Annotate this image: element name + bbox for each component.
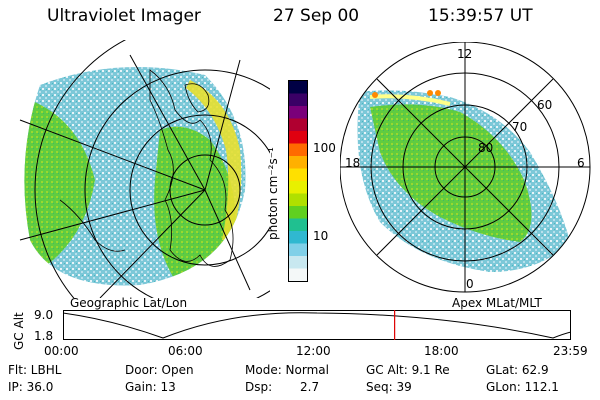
x-tick-2359: 23:59 — [553, 344, 588, 358]
x-tick-0600: 06:00 — [168, 344, 203, 358]
apex-caption: Apex MLat/MLT — [452, 296, 542, 310]
colorbar-segment — [289, 218, 307, 232]
mlt-label-12: 12 — [457, 47, 473, 61]
alt-tick-low: 1.8 — [34, 329, 54, 343]
gc-alt-axis-label: GC Alt — [12, 312, 26, 350]
mlt-label-18: 18 — [345, 156, 361, 170]
colorbar-segment — [289, 231, 307, 244]
x-tick-1200: 12:00 — [296, 344, 331, 358]
colorbar-segment — [289, 106, 307, 119]
colorbar-segment — [289, 268, 307, 282]
colorbar-segment — [289, 181, 307, 194]
time-label: 15:39:57 UT — [428, 6, 533, 26]
colorbar-segment — [289, 193, 307, 207]
mode-info: Mode: Normal — [245, 363, 329, 377]
colorbar-unit-label: photon cm⁻²s⁻¹ — [266, 147, 280, 240]
lat-label-70: 70 — [512, 120, 528, 134]
colorbar-tick-100: 100 — [313, 141, 336, 155]
colorbar-segment — [289, 143, 307, 157]
ip-info: IP: 36.0 — [8, 380, 54, 394]
colorbar-segment — [289, 81, 307, 94]
glat-info: GLat: 62.9 — [486, 363, 549, 377]
glon-info: GLon: 112.1 — [486, 380, 559, 394]
x-tick-0000: 00:00 — [44, 344, 79, 358]
colorbar-segment — [289, 156, 307, 169]
date-label: 27 Sep 00 — [273, 6, 360, 26]
geographic-image — [19, 40, 270, 298]
dsp-label: Dsp: — [245, 380, 273, 394]
gc-alt-info: GC Alt: 9.1 Re — [366, 363, 450, 377]
gain-info: Gain: 13 — [125, 380, 176, 394]
colorbar-segment — [289, 256, 307, 269]
seq-info: Seq: 39 — [366, 380, 412, 394]
mlt-label-0: 0 — [466, 277, 474, 291]
lat-label-80: 80 — [478, 141, 494, 155]
dsp-value: 2.7 — [300, 380, 320, 394]
flt-info: Flt: LBHL — [8, 363, 62, 377]
colorbar-segment — [289, 243, 307, 257]
geographic-caption: Geographic Lat/Lon — [70, 296, 188, 310]
door-info: Door: Open — [125, 363, 194, 377]
alt-tick-high: 9.0 — [34, 308, 54, 322]
polar-plot — [340, 42, 591, 293]
mlt-label-6: 6 — [577, 156, 585, 170]
colorbar — [288, 80, 308, 282]
lat-label-60: 60 — [537, 98, 553, 112]
colorbar-segment — [289, 118, 307, 132]
colorbar-tick-10: 10 — [313, 229, 329, 243]
colorbar-segment — [289, 168, 307, 182]
x-tick-1800: 18:00 — [424, 344, 459, 358]
colorbar-segment — [289, 93, 307, 107]
colorbar-segment — [289, 206, 307, 219]
altitude-plot — [63, 310, 571, 340]
instrument-title: Ultraviolet Imager — [47, 6, 201, 26]
colorbar-segment — [289, 131, 307, 144]
